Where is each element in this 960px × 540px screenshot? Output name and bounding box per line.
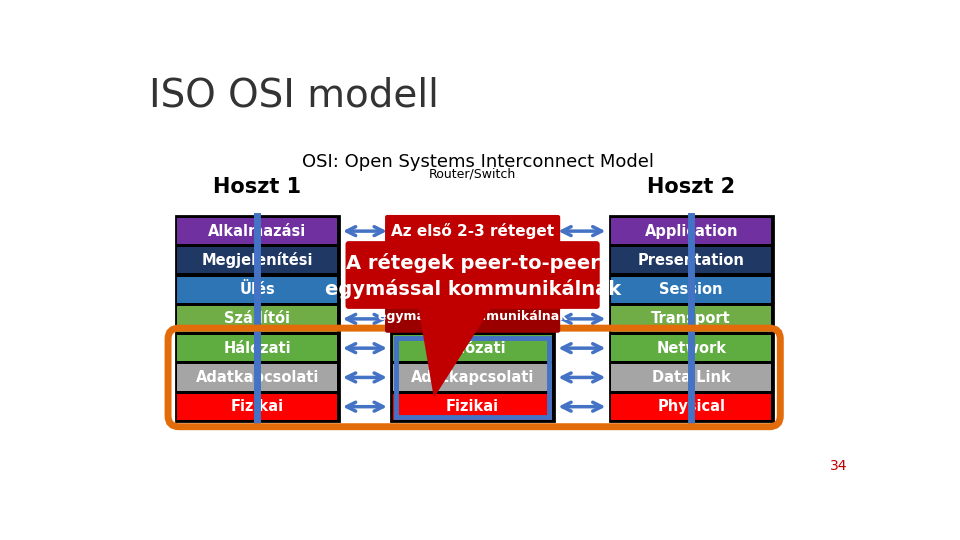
- Text: A rétegek peer-to-peer: A rétegek peer-to-peer: [346, 253, 600, 273]
- Bar: [396, 338, 549, 417]
- Bar: [612, 364, 771, 390]
- Text: Physical: Physical: [658, 399, 725, 414]
- Bar: [393, 218, 552, 244]
- Bar: [612, 247, 771, 273]
- Bar: [178, 394, 337, 420]
- Text: Hoszt 2: Hoszt 2: [647, 177, 735, 197]
- Bar: [393, 364, 552, 390]
- Text: Router/Switch: Router/Switch: [429, 167, 516, 180]
- Bar: [612, 335, 771, 361]
- Bar: [612, 276, 771, 303]
- Bar: [393, 247, 552, 273]
- Text: Data Link: Data Link: [652, 370, 731, 385]
- Bar: [612, 394, 771, 420]
- Text: Ülés: Ülés: [239, 282, 276, 297]
- Bar: [178, 364, 337, 390]
- Bar: [392, 217, 554, 421]
- Text: 34: 34: [829, 459, 847, 473]
- Polygon shape: [418, 306, 492, 398]
- Bar: [612, 306, 771, 332]
- Text: OSI: Open Systems Interconnect Model: OSI: Open Systems Interconnect Model: [302, 153, 654, 171]
- Text: Megjelenítési: Megjelenítési: [202, 252, 313, 268]
- Text: Az első 2-3 réteget: Az első 2-3 réteget: [391, 223, 554, 239]
- Text: Hálózati: Hálózati: [224, 341, 291, 356]
- Text: Hálózati: Hálózati: [439, 341, 507, 356]
- Bar: [178, 306, 337, 332]
- Bar: [178, 335, 337, 361]
- Text: Network: Network: [657, 341, 726, 356]
- Bar: [176, 217, 339, 421]
- Text: egymással kommunikálnak: egymással kommunikálnak: [378, 310, 567, 323]
- Text: Alkalmazási: Alkalmazási: [208, 224, 306, 239]
- Text: Fizikai: Fizikai: [230, 399, 284, 414]
- Bar: [178, 276, 337, 303]
- Text: ISO OSI modell: ISO OSI modell: [150, 76, 440, 114]
- Bar: [178, 218, 337, 244]
- Text: Transport: Transport: [651, 312, 732, 326]
- Bar: [393, 335, 552, 361]
- Text: Szállítói: Szállítói: [225, 312, 290, 326]
- Text: Application: Application: [644, 224, 738, 239]
- FancyBboxPatch shape: [385, 215, 561, 247]
- Text: Hoszt 1: Hoszt 1: [213, 177, 301, 197]
- Text: egymással kommunikálnak: egymással kommunikálnak: [324, 279, 621, 299]
- Text: Presentation: Presentation: [637, 253, 745, 268]
- Text: Fizikai: Fizikai: [446, 399, 499, 414]
- Bar: [393, 276, 552, 303]
- FancyBboxPatch shape: [346, 241, 600, 309]
- Text: Adatkapcsolati: Adatkapcsolati: [196, 370, 319, 385]
- Bar: [178, 247, 337, 273]
- Bar: [612, 218, 771, 244]
- Text: Adatkapcsolati: Adatkapcsolati: [411, 370, 535, 385]
- Text: Az első 2-3 réteget: Az első 2-3 réteget: [394, 223, 551, 239]
- Text: Session: Session: [660, 282, 723, 297]
- Bar: [393, 394, 552, 420]
- Bar: [610, 217, 773, 421]
- Bar: [393, 306, 552, 332]
- FancyBboxPatch shape: [385, 300, 561, 333]
